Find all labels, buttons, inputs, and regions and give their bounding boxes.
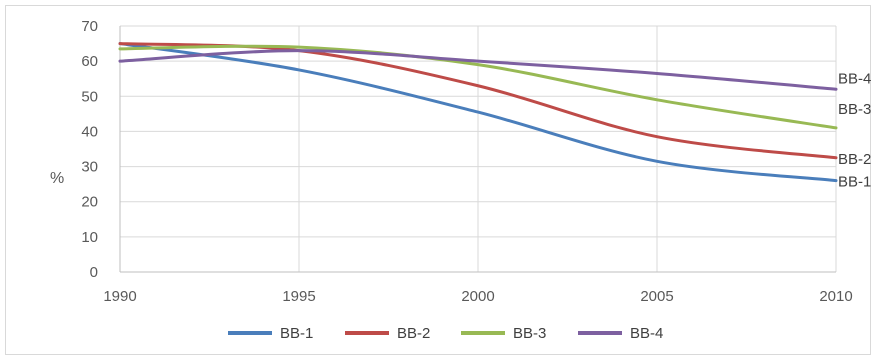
series-line-bb-1 — [118, 42, 838, 183]
axes — [119, 26, 836, 273]
x-tick-label: 2010 — [819, 288, 852, 305]
end-label-bb-2: BB-2 — [838, 151, 871, 168]
end-labels: BB-1 BB-2 BB-3 BB-4 — [838, 70, 871, 190]
end-label-bb-1: BB-1 — [838, 174, 871, 191]
y-tick-label: 40 — [81, 123, 98, 140]
legend-item-bb-2: BB-2 — [345, 325, 430, 342]
series-line-bb-3 — [118, 44, 838, 130]
legend-item-bb-1: BB-1 — [228, 325, 313, 342]
x-tick-label: 2005 — [640, 288, 673, 305]
y-tick-label: 30 — [81, 159, 98, 176]
legend-label: BB-4 — [630, 325, 663, 342]
y-tick-label: 0 — [90, 264, 98, 281]
y-tick-label: 50 — [81, 88, 98, 105]
tick-labels: 0 10 20 30 40 50 60 70 1990 1995 2000 2005 2010 — [81, 18, 852, 305]
x-tick-label: 2000 — [461, 288, 494, 305]
end-label-bb-4: BB-4 — [838, 70, 871, 87]
legend-label: BB-3 — [513, 325, 546, 342]
legend-label: BB-1 — [280, 325, 313, 342]
y-tick-label: 20 — [81, 194, 98, 211]
legend-label: BB-2 — [397, 325, 430, 342]
legend: BB-1 BB-2 BB-3 BB-4 — [228, 325, 663, 342]
legend-item-bb-4: BB-4 — [578, 325, 663, 342]
y-tick-label: 10 — [81, 229, 98, 246]
x-tick-label: 1990 — [103, 288, 136, 305]
y-tick-label: 70 — [81, 18, 98, 35]
y-axis-label: % — [50, 170, 64, 187]
y-tick-label: 60 — [81, 53, 98, 70]
series-lines — [118, 42, 838, 183]
end-label-bb-3: BB-3 — [838, 101, 871, 118]
gridlines — [120, 25, 837, 272]
legend-item-bb-3: BB-3 — [461, 325, 546, 342]
x-tick-label: 1995 — [282, 288, 315, 305]
chart-frame — [5, 5, 871, 355]
series-line-bb-4 — [118, 49, 838, 91]
